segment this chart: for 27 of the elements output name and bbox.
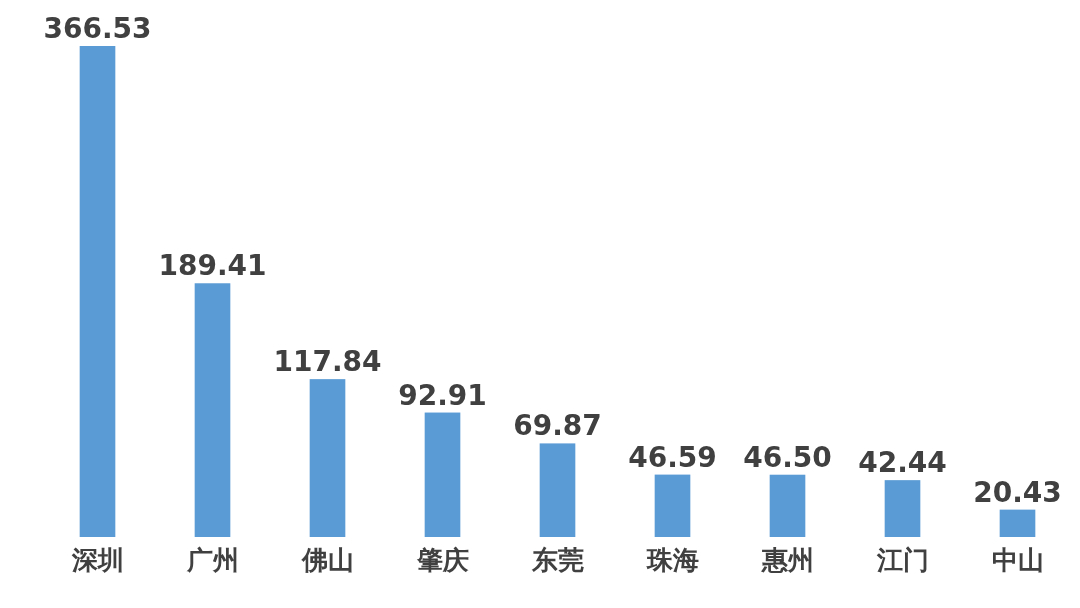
x-tick-label: 惠州 bbox=[760, 545, 814, 576]
bar bbox=[884, 480, 921, 537]
x-tick-label: 佛山 bbox=[300, 545, 354, 576]
bar bbox=[769, 474, 806, 537]
data-label: 117.84 bbox=[273, 345, 382, 379]
bar bbox=[654, 474, 691, 537]
data-label: 46.50 bbox=[743, 440, 832, 474]
data-label: 92.91 bbox=[398, 378, 487, 412]
data-label: 189.41 bbox=[158, 249, 267, 283]
x-tick-label: 中山 bbox=[991, 545, 1044, 576]
data-label: 46.59 bbox=[628, 440, 717, 474]
bar bbox=[999, 509, 1036, 537]
bar bbox=[194, 283, 231, 537]
x-tick-label: 珠海 bbox=[645, 545, 699, 576]
bar bbox=[79, 46, 116, 537]
x-tick-label: 广州 bbox=[185, 545, 239, 576]
x-tick-label: 肇庆 bbox=[415, 545, 469, 576]
data-label: 69.87 bbox=[513, 409, 602, 443]
bar bbox=[539, 443, 576, 537]
bar bbox=[424, 412, 461, 537]
x-tick-label: 东莞 bbox=[530, 545, 584, 576]
bar bbox=[309, 379, 346, 537]
data-label: 20.43 bbox=[973, 475, 1062, 509]
data-label: 366.53 bbox=[43, 12, 152, 45]
x-tick-label: 深圳 bbox=[70, 545, 124, 576]
x-tick-label: 江门 bbox=[875, 545, 929, 576]
data-label: 42.44 bbox=[858, 446, 947, 480]
